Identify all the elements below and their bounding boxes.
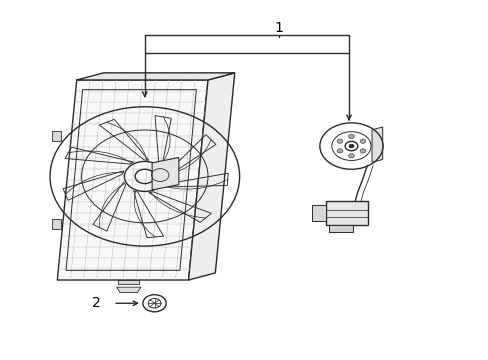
Polygon shape bbox=[328, 225, 352, 232]
Polygon shape bbox=[371, 127, 382, 162]
Circle shape bbox=[359, 149, 365, 153]
Polygon shape bbox=[152, 157, 179, 190]
Polygon shape bbox=[57, 80, 207, 280]
Polygon shape bbox=[52, 219, 61, 229]
Text: 1: 1 bbox=[274, 21, 283, 35]
Circle shape bbox=[336, 139, 342, 143]
Polygon shape bbox=[77, 73, 234, 80]
Circle shape bbox=[359, 139, 365, 143]
Polygon shape bbox=[118, 280, 139, 284]
Polygon shape bbox=[325, 202, 367, 225]
Polygon shape bbox=[188, 73, 234, 280]
Polygon shape bbox=[116, 287, 141, 293]
Circle shape bbox=[348, 134, 354, 139]
Text: 2: 2 bbox=[92, 296, 101, 310]
Circle shape bbox=[348, 154, 354, 158]
Circle shape bbox=[336, 149, 342, 153]
Circle shape bbox=[348, 144, 353, 148]
Polygon shape bbox=[311, 205, 325, 221]
Polygon shape bbox=[52, 131, 61, 141]
